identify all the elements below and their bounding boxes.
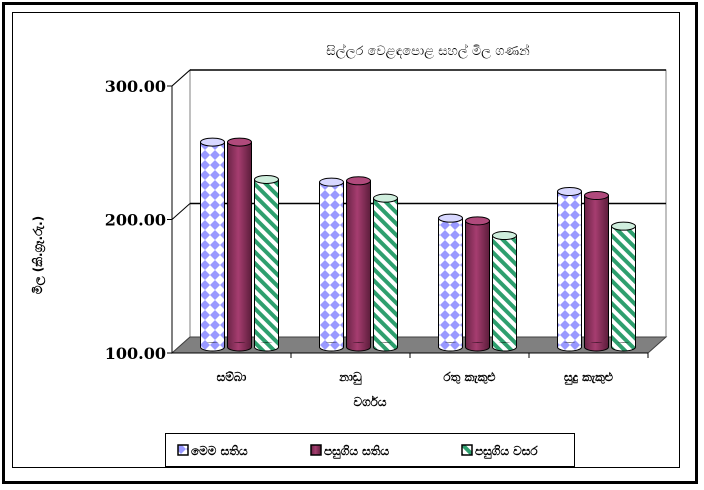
bar-top bbox=[438, 213, 463, 223]
legend-swatch bbox=[461, 444, 473, 456]
bar-body bbox=[465, 220, 490, 348]
bar-base-mask bbox=[347, 343, 370, 347]
bar-top bbox=[200, 137, 225, 147]
legend-label: පසුගිය සතිය bbox=[324, 444, 390, 460]
bar-base-mask bbox=[585, 343, 608, 347]
bar bbox=[373, 193, 398, 352]
y-axis-label: මිල (කි.ග්‍රෑ.රු.) bbox=[31, 216, 47, 294]
chart-frame bbox=[2, 2, 698, 484]
x-axis-label: වර්ගය bbox=[353, 395, 386, 409]
bar-top bbox=[227, 137, 252, 147]
bar-body bbox=[611, 225, 636, 348]
legend-item: මෙම සතිය bbox=[177, 444, 248, 458]
bar-top bbox=[373, 193, 398, 203]
bar-base-mask bbox=[466, 343, 489, 347]
bar bbox=[584, 190, 609, 352]
bar-top bbox=[465, 216, 490, 226]
bar-base-mask bbox=[558, 343, 581, 347]
gridline-side bbox=[171, 203, 191, 220]
bar-body bbox=[557, 190, 582, 348]
bar-body bbox=[254, 178, 279, 348]
bar-top bbox=[557, 186, 582, 196]
bar-body bbox=[373, 197, 398, 348]
bar-body bbox=[438, 217, 463, 348]
bar bbox=[611, 221, 636, 352]
bar bbox=[319, 177, 344, 352]
bar bbox=[227, 137, 252, 352]
bar-base-mask bbox=[201, 343, 224, 347]
bar-body bbox=[346, 180, 371, 348]
bar-base-mask bbox=[255, 343, 278, 347]
bar-top bbox=[492, 231, 517, 241]
bar-body bbox=[200, 141, 225, 348]
bar bbox=[465, 216, 490, 352]
bar-base-mask bbox=[439, 343, 462, 347]
legend-swatch bbox=[177, 444, 189, 456]
bar bbox=[200, 137, 225, 352]
x-tick-label: සුදු කැකුළු bbox=[564, 370, 613, 386]
legend: මෙම සතිය පසුගිය සතිය පසුගිය වසර bbox=[165, 433, 575, 467]
x-axis-ticks: සම්බා නාඩු රතු කැකුළු සුදු කැකුළු bbox=[172, 352, 649, 386]
legend-item: පසුගිය වසර bbox=[461, 444, 538, 460]
legend-item: පසුගිය සතිය bbox=[310, 444, 390, 460]
bar-base-mask bbox=[228, 343, 251, 347]
bar bbox=[254, 174, 279, 352]
bar-base-mask bbox=[612, 343, 635, 347]
y-axis-ticks: 100.00 200.00 300.00 bbox=[105, 77, 173, 363]
bar bbox=[557, 186, 582, 352]
bar bbox=[492, 231, 517, 352]
y-tick-label: 300.00 bbox=[105, 77, 166, 96]
bar-body bbox=[319, 181, 344, 348]
legend-swatch bbox=[310, 444, 322, 456]
x-tick-label: නාඩු bbox=[338, 370, 362, 386]
x-tick-label: රතු කැකුළු bbox=[443, 370, 495, 385]
bar-body bbox=[584, 194, 609, 348]
legend-svg: මෙම සතිය පසුගිය සතිය පසුගිය වසර bbox=[177, 444, 538, 460]
bar-top bbox=[319, 177, 344, 187]
bar bbox=[346, 176, 371, 352]
bars bbox=[200, 137, 636, 352]
legend-label: මෙම සතිය bbox=[191, 444, 248, 458]
bar-body bbox=[492, 235, 517, 348]
bar-top bbox=[254, 174, 279, 184]
bar-body bbox=[227, 141, 252, 348]
legend-label: පසුගිය වසර bbox=[475, 444, 538, 460]
bar-top bbox=[584, 190, 609, 200]
bar-base-mask bbox=[374, 343, 397, 347]
chart-title: සිල්ලර වෙළඳපොළ සහල් මිල ගණන් bbox=[326, 43, 530, 59]
bar-base-mask bbox=[493, 343, 516, 347]
x-tick-label: සම්බා bbox=[217, 370, 247, 384]
bar-base-mask bbox=[320, 343, 343, 347]
y-tick-label: 100.00 bbox=[105, 344, 166, 363]
bar-top bbox=[346, 176, 371, 186]
bar bbox=[438, 213, 463, 352]
chart-area-border bbox=[12, 12, 680, 468]
y-tick-label: 200.00 bbox=[105, 211, 166, 230]
bar-top bbox=[611, 221, 636, 231]
gridline-side bbox=[171, 69, 191, 87]
